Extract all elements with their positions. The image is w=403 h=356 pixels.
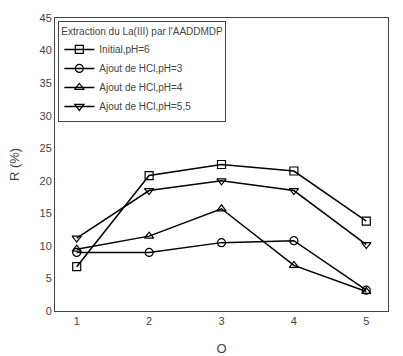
svg-text:15: 15 xyxy=(40,207,52,219)
svg-text:5: 5 xyxy=(46,272,52,284)
svg-text:20: 20 xyxy=(40,175,52,187)
svg-text:25: 25 xyxy=(40,142,52,154)
svg-text:40: 40 xyxy=(40,44,52,56)
svg-text:30: 30 xyxy=(40,110,52,122)
svg-text:0: 0 xyxy=(46,305,52,317)
svg-text:Initial,pH=6: Initial,pH=6 xyxy=(99,44,150,55)
svg-text:O: O xyxy=(216,341,226,356)
svg-text:Ajout de HCl,pH=3: Ajout de HCl,pH=3 xyxy=(99,63,183,74)
svg-text:4: 4 xyxy=(291,315,297,327)
svg-text:10: 10 xyxy=(40,240,52,252)
svg-text:45: 45 xyxy=(40,12,52,24)
svg-text:Ajout de HCl,pH=4: Ajout de HCl,pH=4 xyxy=(99,82,183,93)
svg-text:R (%): R (%) xyxy=(7,148,22,181)
svg-text:2: 2 xyxy=(146,315,152,327)
svg-text:35: 35 xyxy=(40,77,52,89)
svg-text:Ajout de HCl,pH=5,5: Ajout de HCl,pH=5,5 xyxy=(99,101,191,112)
svg-text:5: 5 xyxy=(363,315,369,327)
svg-text:1: 1 xyxy=(74,315,80,327)
svg-text:Extraction du La(III) par l'AA: Extraction du La(III) par l'AADDMDP xyxy=(61,26,223,37)
svg-text:3: 3 xyxy=(218,315,224,327)
